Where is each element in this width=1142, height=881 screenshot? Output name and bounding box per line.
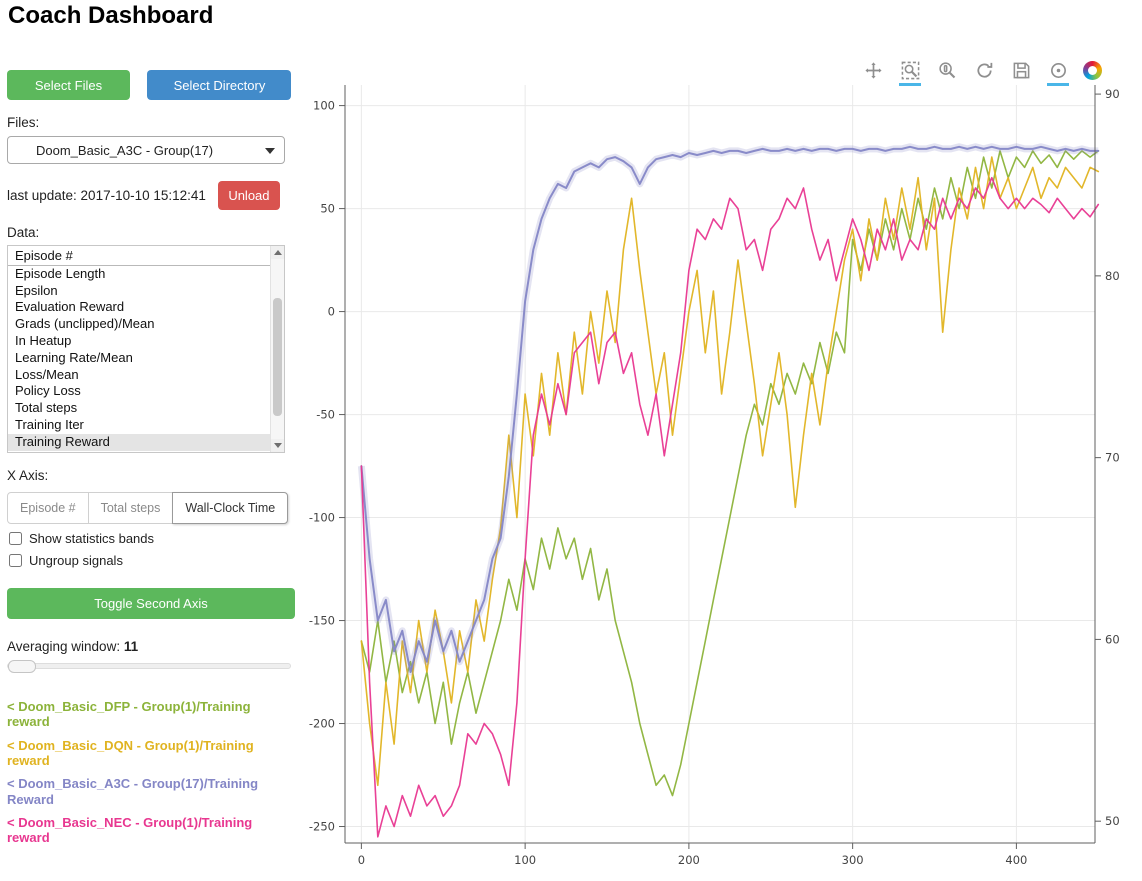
x-axis-label: X Axis: — [7, 468, 49, 483]
averaging-window-slider[interactable] — [7, 660, 291, 673]
tick-label: 0 — [328, 305, 335, 319]
tick-label: 50 — [320, 202, 335, 216]
list-item[interactable]: Training Reward — [8, 433, 270, 451]
plot[interactable]: 0 100 200 300 400 100 50 0 -50 -100 -150 -200 -250 90… — [292, 82, 1138, 880]
tick-label: 80 — [1105, 269, 1120, 283]
tick-label: 400 — [1005, 853, 1027, 867]
chevron-down-icon — [265, 148, 275, 154]
x-axis-option-wall-clock-time[interactable]: Wall-Clock Time — [172, 492, 289, 524]
list-item[interactable]: Total steps — [15, 400, 78, 416]
tick-label: 300 — [842, 853, 864, 867]
list-item[interactable]: Policy Loss — [15, 383, 81, 399]
tick-label: 70 — [1105, 451, 1120, 465]
tick-label: 60 — [1105, 632, 1120, 646]
chart-toolbar — [861, 58, 1102, 86]
box-zoom-icon[interactable] — [898, 58, 922, 86]
list-item[interactable]: Evaluation Reward — [15, 299, 125, 315]
ungroup-signals-label: Ungroup signals — [29, 553, 123, 568]
hover-icon[interactable] — [1046, 58, 1070, 86]
x-axis-option-episode-[interactable]: Episode # — [7, 492, 89, 524]
scroll-up-icon[interactable] — [271, 246, 284, 259]
toggle-second-axis-button[interactable]: Toggle Second Axis — [7, 588, 295, 619]
tick-label: -200 — [309, 717, 335, 731]
page-title: Coach Dashboard — [8, 2, 214, 29]
ungroup-signals-row: Ungroup signals — [7, 553, 299, 568]
scrollbar-thumb[interactable] — [273, 298, 282, 416]
ungroup-signals-checkbox[interactable] — [9, 554, 22, 567]
data-list[interactable]: Episode # Episode Length Epsilon Evaluation… — [7, 245, 285, 453]
list-item[interactable]: Episode Length — [15, 265, 106, 281]
scroll-down-icon[interactable] — [271, 439, 284, 452]
tick-label: 100 — [313, 99, 335, 113]
legend-entry[interactable]: < Doom_Basic_A3C - Group(17)/Training Re… — [7, 776, 259, 807]
slider-handle[interactable] — [8, 660, 36, 673]
list-item[interactable]: Learning Rate/Mean — [15, 349, 133, 365]
select-directory-button[interactable]: Select Directory — [147, 70, 292, 100]
last-update-row: last update: 2017-10-10 15:12:41 Unload — [7, 181, 299, 210]
tick-label: -50 — [316, 408, 335, 422]
list-item[interactable]: Training Iter — [15, 416, 84, 432]
averaging-window-row: Averaging window: 11 — [7, 639, 299, 654]
list-item[interactable]: Grads (unclipped)/Mean — [15, 316, 155, 332]
tick-label: -250 — [309, 820, 335, 834]
tick-label: -150 — [309, 614, 335, 628]
files-label: Files: — [7, 115, 40, 130]
data-label: Data: — [7, 225, 40, 240]
averaging-window-value: 11 — [123, 639, 139, 654]
tick-label: 90 — [1105, 87, 1120, 101]
list-item[interactable]: Epsilon — [15, 282, 58, 298]
list-item[interactable]: In Heatup — [15, 332, 72, 348]
show-statistics-bands-checkbox[interactable] — [9, 532, 22, 545]
x-axis-segmented-control: Episode # Total steps Wall-Clock Time — [7, 492, 289, 524]
scrollbar[interactable] — [270, 246, 284, 452]
bokeh-logo[interactable] — [1083, 60, 1102, 80]
chart-area: 0 100 200 300 400 100 50 0 -50 -100 -150 -200 -250 90… — [292, 56, 1140, 880]
legend-entry[interactable]: < Doom_Basic_NEC - Group(1)/Training rew… — [7, 814, 253, 846]
reset-icon[interactable] — [972, 58, 996, 82]
list-item[interactable]: Episode # — [8, 248, 270, 266]
show-statistics-bands-row: Show statistics bands — [7, 531, 299, 546]
tick-label: 50 — [1105, 814, 1120, 828]
unload-button[interactable]: Unload — [217, 181, 280, 210]
show-statistics-bands-label: Show statistics bands — [29, 531, 155, 546]
sidebar: Select Files Select Directory Files: Doo… — [7, 70, 299, 854]
x-axis-option-total-steps[interactable]: Total steps — [87, 492, 174, 524]
save-icon[interactable] — [1009, 58, 1033, 82]
list-item[interactable]: Loss/Mean — [15, 366, 79, 382]
last-update-text: last update: 2017-10-10 15:12:41 — [7, 188, 206, 203]
files-dropdown[interactable]: Doom_Basic_A3C - Group(17) — [7, 136, 285, 164]
chart-legend: < Doom_Basic_DFP - Group(1)/Training rew… — [7, 699, 295, 846]
series-line — [360, 176, 1100, 838]
series-line — [360, 156, 1100, 787]
tick-label: 0 — [358, 853, 365, 867]
tick-label: 100 — [514, 853, 536, 867]
pan-icon[interactable] — [861, 58, 885, 82]
tick-label: 200 — [678, 853, 700, 867]
legend-entry[interactable]: < Doom_Basic_DQN - Group(1)/Training rew… — [7, 737, 254, 768]
wheel-zoom-icon[interactable] — [935, 58, 959, 82]
select-files-button[interactable]: Select Files — [7, 70, 130, 100]
file-buttons-row: Select Files Select Directory — [7, 70, 299, 100]
legend-entry[interactable]: < Doom_Basic_DFP - Group(1)/Training rew… — [7, 699, 251, 730]
files-dropdown-value: Doom_Basic_A3C - Group(17) — [36, 142, 214, 158]
series-line — [360, 150, 1100, 797]
averaging-window-label: Averaging window: — [7, 639, 124, 654]
series-line — [360, 145, 1100, 673]
tick-label: -100 — [309, 511, 335, 525]
data-list-items: Episode # Episode Length Epsilon Evaluation… — [8, 248, 270, 451]
